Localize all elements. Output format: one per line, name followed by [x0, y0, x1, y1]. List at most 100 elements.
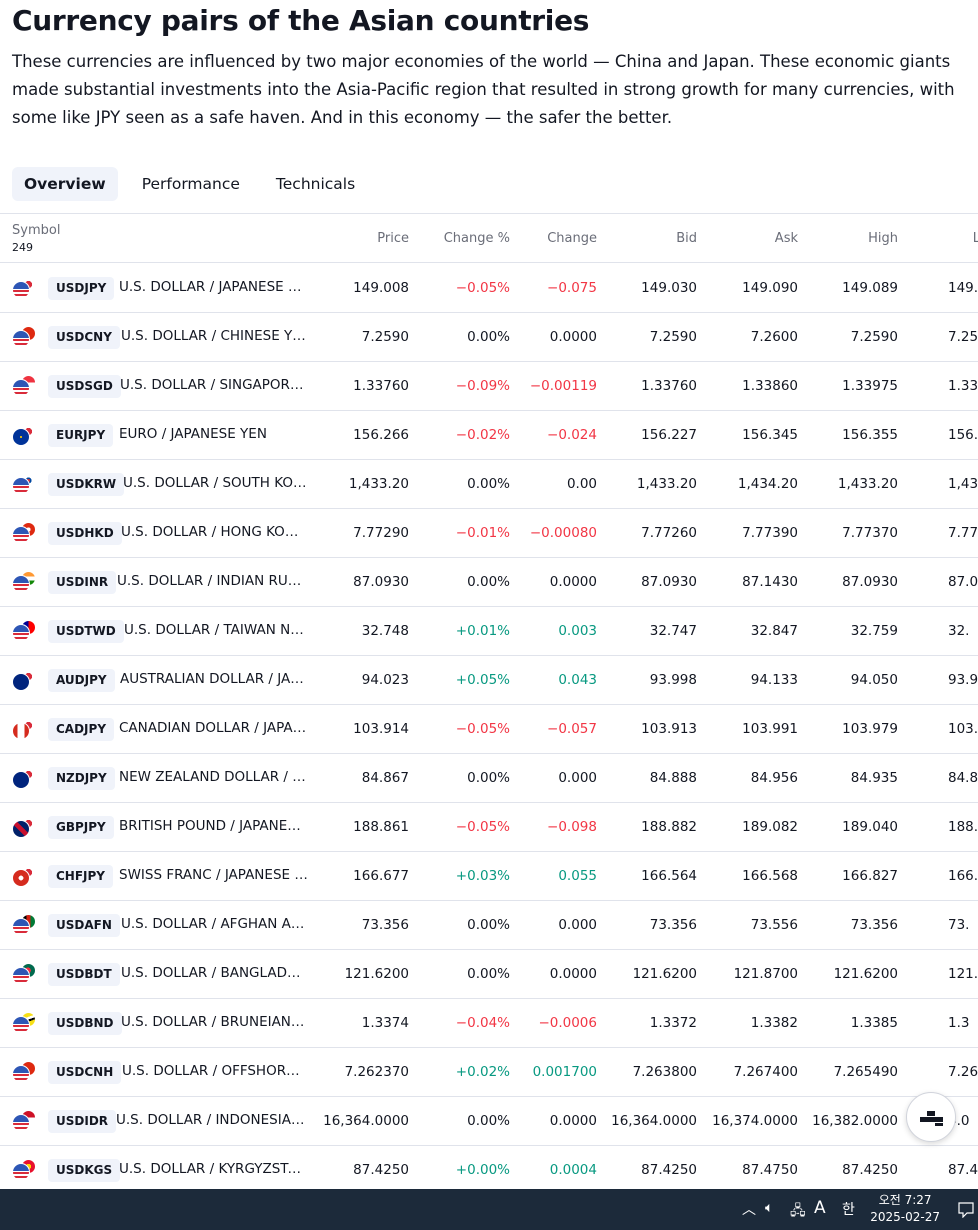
notification-icon[interactable]	[958, 1202, 974, 1218]
low-column-header[interactable]: L	[870, 231, 978, 246]
symbol-description[interactable]: U.S. DOLLAR / INDIAN RUPEE	[117, 573, 308, 589]
symbol-description[interactable]: U.S. DOLLAR / TAIWAN NEW DOLLAR	[124, 622, 308, 638]
price-cell: 1,433.20	[348, 476, 409, 492]
low-cell: 73.	[948, 917, 970, 933]
bid-cell: 1.3372	[649, 1015, 697, 1031]
price-cell: 16,364.0000	[323, 1113, 409, 1129]
symbol-description[interactable]: U.S. DOLLAR / OFFSHORE CHINESE YUAN	[122, 1063, 308, 1079]
bid-cell: 7.77260	[641, 525, 697, 541]
network-icon[interactable]: 🖧︎	[790, 1203, 806, 1219]
ask-column-header[interactable]: Ask	[774, 231, 798, 246]
high-cell: 1.33975	[842, 378, 898, 394]
high-column-header[interactable]: High	[868, 231, 898, 246]
ime-hangul-label[interactable]: 한	[842, 1202, 855, 1218]
symbol-description[interactable]: U.S. DOLLAR / CHINESE YUAN	[121, 328, 308, 344]
symbol-ticker[interactable]: USDINR	[48, 571, 117, 594]
symbol-ticker[interactable]: GBPJPY	[48, 816, 114, 839]
symbol-ticker[interactable]: USDAFN	[48, 914, 120, 937]
symbol-description[interactable]: U.S. DOLLAR / AFGHAN AFGHANI	[121, 916, 308, 932]
symbol-ticker[interactable]: USDCNH	[48, 1061, 122, 1084]
table-row[interactable]: USDCNY U.S. DOLLAR / CHINESE YUAN 7.2590 0.…	[0, 313, 978, 362]
symbol-description[interactable]: EURO / JAPANESE YEN	[119, 426, 267, 442]
symbol-description[interactable]: NEW ZEALAND DOLLAR / JAPANESE YEN	[119, 769, 308, 785]
symbol-description[interactable]: U.S. DOLLAR / JAPANESE YEN	[119, 279, 308, 295]
symbol-ticker[interactable]: USDJPY	[48, 277, 115, 300]
table-row[interactable]: GBPJPY BRITISH POUND / JAPANESE YEN 188.86…	[0, 803, 978, 852]
symbol-description[interactable]: AUSTRALIAN DOLLAR / JAPANESE YEN	[120, 671, 308, 687]
currency-flag-icon	[12, 620, 36, 644]
symbol-ticker[interactable]: USDIDR	[48, 1110, 117, 1133]
symbol-description[interactable]: CANADIAN DOLLAR / JAPANESE YEN	[119, 720, 308, 736]
table-row[interactable]: AUDJPY AUSTRALIAN DOLLAR / JAPANESE YEN 94…	[0, 656, 978, 705]
chart-float-button[interactable]	[906, 1092, 956, 1142]
ask-cell: 84.956	[750, 770, 798, 786]
symbol-ticker[interactable]: CHFJPY	[48, 865, 113, 888]
ask-cell: 7.2600	[750, 329, 798, 345]
symbol-ticker[interactable]: USDBDT	[48, 963, 120, 986]
ime-mode-label[interactable]: A	[814, 1198, 826, 1218]
ch-cell: 0.0004	[549, 1162, 597, 1178]
table-row[interactable]: USDJPY U.S. DOLLAR / JAPANESE YEN 149.008 −…	[0, 264, 978, 313]
symbol-description[interactable]: U.S. DOLLAR / BRUNEIAN DOLLAR	[121, 1014, 308, 1030]
symbol-description[interactable]: U.S. DOLLAR / HONG KONG DOLLAR	[121, 524, 308, 540]
symbol-ticker[interactable]: USDKGS	[48, 1159, 121, 1182]
table-row[interactable]: EURJPY EURO / JAPANESE YEN 156.266 −0.02% −0…	[0, 411, 978, 460]
symbol-description[interactable]: U.S. DOLLAR / KYRGYZSTANI SOM	[119, 1161, 308, 1177]
ch-cell: 0.001700	[532, 1064, 597, 1080]
symbol-count: 249	[12, 241, 33, 254]
currency-flag-icon	[12, 326, 36, 350]
symbol-description[interactable]: U.S. DOLLAR / INDONESIAN RUPIAH	[116, 1112, 308, 1128]
symbol-description[interactable]: BRITISH POUND / JAPANESE YEN	[119, 818, 308, 834]
symbol-ticker[interactable]: USDSGD	[48, 375, 121, 398]
chp-cell: 0.00%	[467, 1113, 510, 1129]
price-cell: 7.77290	[353, 525, 409, 541]
ask-cell: 189.082	[742, 819, 798, 835]
symbol-ticker[interactable]: USDTWD	[48, 620, 124, 643]
symbol-description[interactable]: U.S. DOLLAR / BANGLADESHI TAKA	[121, 965, 308, 981]
high-cell: 16,382.0000	[812, 1113, 898, 1129]
tab-overview[interactable]: Overview	[12, 167, 118, 201]
high-cell: 166.827	[842, 868, 898, 884]
symbol-ticker[interactable]: EURJPY	[48, 424, 114, 447]
table-row[interactable]: CHFJPY SWISS FRANC / JAPANESE YEN 166.677 +…	[0, 852, 978, 901]
tab-technicals[interactable]: Technicals	[275, 175, 356, 193]
symbol-ticker[interactable]: USDBND	[48, 1012, 122, 1035]
chp-cell: −0.09%	[455, 378, 510, 394]
symbol-ticker[interactable]: CADJPY	[48, 718, 115, 741]
symbol-description[interactable]: U.S. DOLLAR / SINGAPORE DOLLAR	[120, 377, 308, 393]
symbol-ticker[interactable]: AUDJPY	[48, 669, 115, 692]
table-row[interactable]: USDINR U.S. DOLLAR / INDIAN RUPEE 87.0930 0…	[0, 558, 978, 607]
bid-column-header[interactable]: Bid	[676, 231, 697, 246]
symbol-description[interactable]: U.S. DOLLAR / SOUTH KOREAN WON	[123, 475, 308, 491]
clock[interactable]: 오전 7:27 2025-02-27	[870, 1192, 940, 1226]
chevron-up-icon[interactable]: ︿	[742, 1202, 756, 1218]
symbol-description[interactable]: SWISS FRANC / JAPANESE YEN	[119, 867, 308, 883]
price-cell: 87.4250	[353, 1162, 409, 1178]
tab-performance[interactable]: Performance	[141, 175, 240, 193]
symbol-ticker[interactable]: USDHKD	[48, 522, 122, 545]
low-cell: 1.337	[948, 378, 978, 394]
symbol-ticker[interactable]: USDCNY	[48, 326, 120, 349]
price-column-header[interactable]: Price	[377, 231, 409, 246]
symbol-ticker[interactable]: NZDJPY	[48, 767, 115, 790]
volume-icon[interactable]: 🔈︎	[765, 1200, 774, 1216]
symbol-ticker[interactable]: USDKRW	[48, 473, 125, 496]
change-column-header[interactable]: Change	[547, 231, 597, 246]
change-percent-column-header[interactable]: Change %	[443, 231, 510, 246]
price-cell: 188.861	[353, 819, 409, 835]
symbol-column-header[interactable]: Symbol	[12, 223, 61, 238]
bid-cell: 156.227	[641, 427, 697, 443]
price-cell: 73.356	[361, 917, 409, 933]
